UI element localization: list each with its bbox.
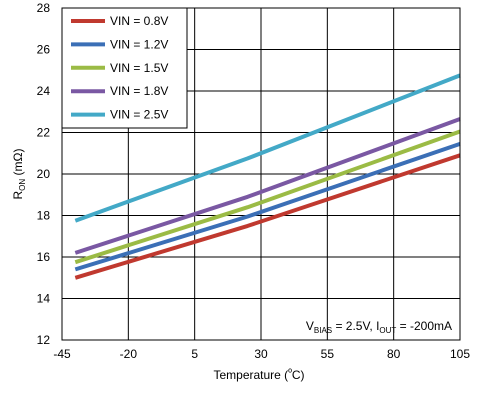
legend-label: VIN = 1.5V [110, 61, 168, 75]
x-axis-label: Temperature (ºC) [213, 368, 304, 382]
x-tick-label: -20 [120, 347, 138, 361]
x-tick-label: 80 [387, 347, 401, 361]
x-tick-label: -45 [53, 347, 71, 361]
series-line [74, 73, 461, 223]
legend-label: VIN = 0.8V [110, 14, 168, 28]
y-tick-labels: 12 14 16 18 20 22 24 26 28 [37, 1, 51, 347]
series-line [74, 142, 461, 272]
y-tick-label: 24 [37, 84, 51, 98]
x-tick-label: 5 [191, 347, 198, 361]
x-tick-label: 105 [450, 347, 470, 361]
conditions-annotation: VBIAS = 2.5V, IOUT = -200mA [306, 319, 452, 335]
y-tick-label: 20 [37, 167, 51, 181]
y-tick-label: 14 [37, 292, 51, 306]
y-tick-label: 16 [37, 250, 51, 264]
series-line [74, 117, 461, 255]
y-tick-label: 28 [37, 1, 51, 15]
y-tick-label: 26 [37, 43, 51, 57]
plot-frame [61, 7, 461, 341]
x-tick-label: 30 [254, 347, 268, 361]
x-tick-label: 55 [321, 347, 335, 361]
legend-label: VIN = 1.8V [110, 84, 168, 98]
series-line [74, 153, 461, 280]
legend-label: VIN = 2.5V [110, 108, 168, 122]
series-lines [74, 73, 461, 280]
legend-label: VIN = 1.2V [110, 37, 168, 51]
y-axis-label: RON (mΩ) [11, 149, 27, 200]
legend: VIN = 0.8V VIN = 1.2V VIN = 1.5V VIN = 1.8V… [61, 7, 188, 129]
y-tick-label: 22 [37, 126, 51, 140]
y-tick-label: 12 [37, 333, 51, 347]
y-tick-label: 18 [37, 209, 51, 223]
x-tick-labels: -45 -20 5 30 55 80 105 [53, 347, 470, 361]
series-line [74, 129, 461, 265]
